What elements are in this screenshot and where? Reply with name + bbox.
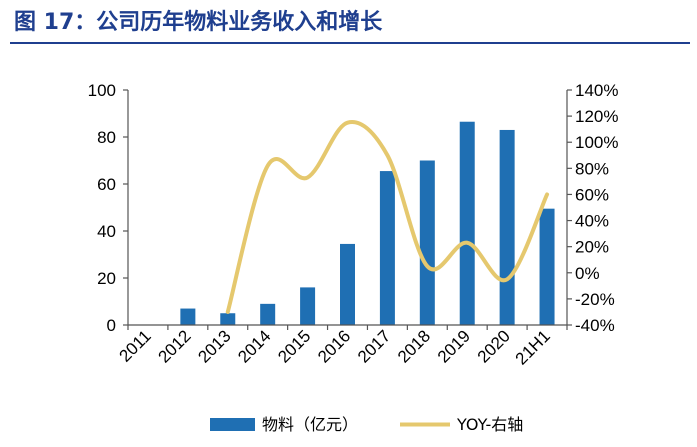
right-tick-label: 120% [575, 107, 618, 126]
line-layer [225, 120, 550, 314]
legend: 物料（亿元） YOY-右轴 [210, 415, 523, 434]
x-tick-label: 2014 [234, 326, 274, 366]
x-tick-label: 2012 [155, 326, 195, 366]
bar-2017 [379, 171, 395, 325]
bar-2012 [180, 308, 196, 325]
x-tick-label: 2020 [474, 326, 514, 366]
bar-2018 [419, 160, 435, 325]
legend-bar-swatch [210, 418, 255, 431]
bar-2016 [340, 243, 355, 325]
x-tick-label: 2011 [115, 326, 154, 365]
left-tick-label: 80 [97, 128, 116, 147]
bar-2014 [260, 303, 276, 325]
left-tick-label: 40 [97, 222, 116, 241]
left-tick-label: 0 [107, 316, 116, 335]
x-tick-label: 21H1 [512, 326, 554, 368]
left-tick-label: 100 [88, 81, 116, 100]
title-divider [10, 42, 690, 44]
right-tick-label: 100% [575, 133, 618, 152]
x-tick-label: 2018 [394, 326, 434, 366]
right-tick-label: 40% [575, 212, 609, 231]
right-tick-label: 80% [575, 159, 609, 178]
bar-2020 [499, 129, 515, 325]
bar-21H1 [539, 208, 555, 325]
left-tick-label: 60 [97, 175, 116, 194]
x-tick-label: 2019 [434, 326, 474, 366]
right-tick-label: 20% [575, 238, 609, 257]
left-tick-label: 20 [97, 269, 116, 288]
bar-2019 [459, 121, 475, 325]
legend-line-label: YOY-右轴 [456, 415, 523, 434]
x-tick-label: 2016 [314, 326, 354, 366]
bar-2013 [220, 313, 236, 325]
chart-title: 图 17：公司历年物料业务收入和增长 [14, 10, 383, 35]
x-tick-label: 2017 [354, 326, 394, 366]
legend-bar-label: 物料（亿元） [262, 415, 358, 434]
right-tick-label: 60% [575, 185, 609, 204]
bar-2015 [300, 287, 316, 325]
right-tick-label: -40% [575, 316, 615, 335]
axes-layer: 0 20 40 60 80 100 -40% -20% 0% 20% 40% 60% 80% 100% 12… [88, 81, 619, 369]
x-tick-label: 2013 [194, 326, 234, 366]
x-tick-label: 2015 [274, 326, 314, 366]
right-tick-label: 140% [575, 81, 618, 100]
right-tick-label: -20% [575, 290, 615, 309]
right-tick-label: 0% [575, 264, 600, 283]
chart-title-wrapper: 图 17：公司历年物料业务收入和增长 [14, 6, 382, 40]
bars-layer [180, 121, 555, 325]
